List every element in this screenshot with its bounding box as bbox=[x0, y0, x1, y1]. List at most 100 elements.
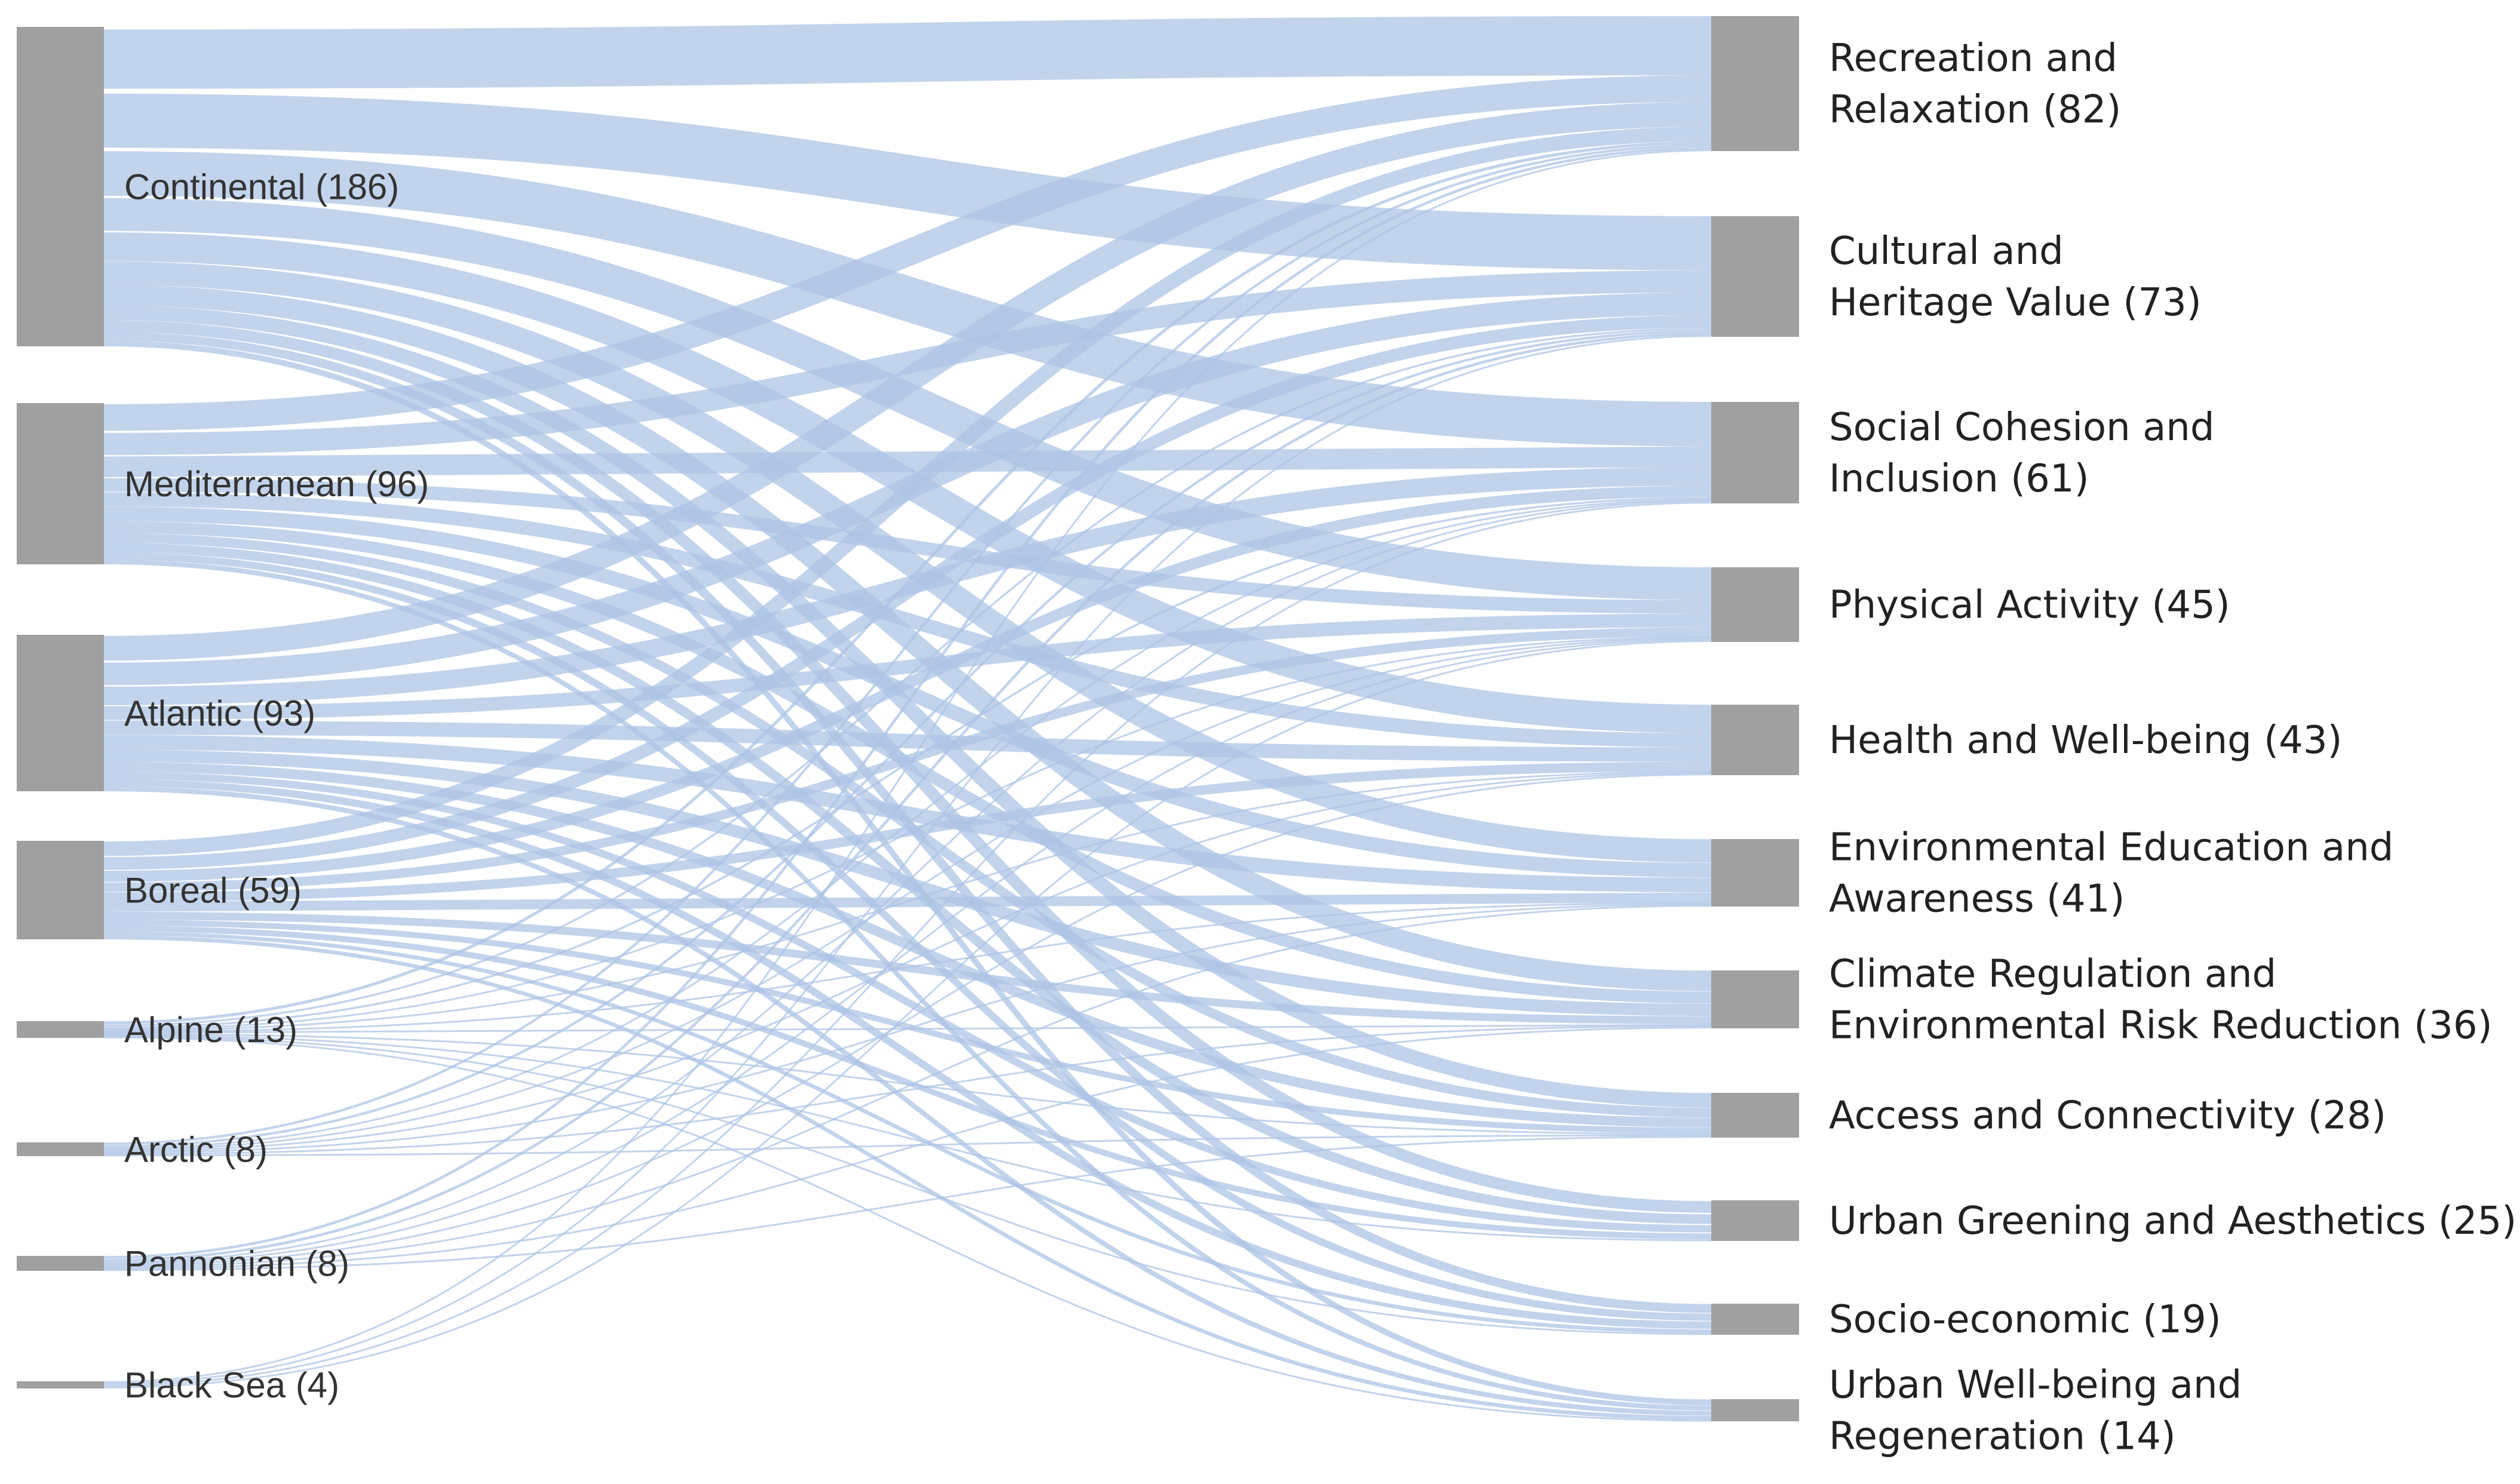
source-node-arctic bbox=[17, 1142, 104, 1156]
target-label-line: Urban Greening and Aesthetics (25) bbox=[1829, 1199, 2516, 1243]
link-continental-to-recreation bbox=[103, 16, 1712, 89]
link-mediterranean-to-access bbox=[103, 533, 1712, 1118]
source-node-mediterranean bbox=[17, 403, 104, 564]
target-label-access: Access and Connectivity (28) bbox=[1829, 1094, 2386, 1138]
target-node-recreation bbox=[1711, 16, 1799, 151]
link-alpine-to-greening bbox=[103, 1034, 1712, 1242]
target-label-line: Relaxation (82) bbox=[1829, 88, 2121, 132]
link-alpine-to-recreation bbox=[103, 141, 1712, 1025]
link-alpine-to-social bbox=[103, 497, 1712, 1029]
target-label-line: Environmental Education and bbox=[1829, 826, 2393, 870]
link-boreal-to-access bbox=[103, 920, 1712, 1134]
link-continental-to-social bbox=[103, 151, 1712, 447]
link-mediterranean-to-education bbox=[103, 506, 1712, 878]
source-node-boreal bbox=[17, 841, 104, 939]
source-label-continental: Continental (186) bbox=[124, 167, 399, 207]
link-boreal-to-health bbox=[103, 761, 1712, 902]
target-node-education bbox=[1711, 839, 1799, 907]
target-node-health bbox=[1711, 705, 1799, 775]
link-boreal-to-cultural bbox=[103, 315, 1712, 870]
source-node-black-sea bbox=[17, 1381, 104, 1388]
link-boreal-to-social bbox=[103, 486, 1712, 882]
target-label-cultural: Cultural and Heritage Value (73) bbox=[1829, 229, 2202, 325]
link-alpine-to-socio bbox=[103, 1035, 1712, 1335]
link-alpine-to-health bbox=[103, 770, 1712, 1032]
target-label-line: Heritage Value (73) bbox=[1829, 281, 2202, 325]
target-label-line: Cultural and bbox=[1829, 229, 2064, 274]
link-arctic-to-physical bbox=[103, 637, 1712, 1151]
target-label-physical: Physical Activity (45) bbox=[1829, 583, 2230, 628]
link-black-sea-to-social bbox=[103, 502, 1712, 1387]
target-label-line: Regeneration (14) bbox=[1829, 1415, 2176, 1459]
link-atlantic-to-socio bbox=[103, 779, 1712, 1329]
source-label-atlantic: Atlantic (93) bbox=[124, 693, 315, 733]
link-arctic-to-social bbox=[103, 499, 1712, 1150]
source-node-continental bbox=[17, 27, 104, 346]
target-label-social: Social Cohesion and Inclusion (61) bbox=[1829, 405, 2214, 501]
link-alpine-to-physical bbox=[103, 636, 1712, 1031]
link-pannonian-to-recreation bbox=[103, 146, 1712, 1259]
link-boreal-to-physical bbox=[103, 627, 1712, 892]
target-label-greening: Urban Greening and Aesthetics (25) bbox=[1829, 1199, 2516, 1243]
target-node-physical bbox=[1711, 567, 1799, 642]
target-node-socio bbox=[1711, 1304, 1799, 1335]
link-mediterranean-to-health bbox=[103, 492, 1712, 748]
source-label-alpine: Alpine (13) bbox=[124, 1010, 297, 1050]
link-continental-to-climate bbox=[103, 284, 1712, 991]
link-arctic-to-cultural bbox=[103, 330, 1712, 1148]
link-mediterranean-to-social bbox=[103, 446, 1712, 478]
link-black-sea-to-physical bbox=[103, 640, 1712, 1388]
target-label-line: Access and Connectivity (28) bbox=[1829, 1094, 2386, 1138]
target-label-line: Social Cohesion and bbox=[1829, 405, 2214, 450]
source-label-arctic: Arctic (8) bbox=[124, 1130, 268, 1170]
source-label-pannonian: Pannonian (8) bbox=[124, 1244, 349, 1284]
link-arctic-to-access bbox=[103, 1134, 1712, 1157]
source-label-black-sea: Black Sea (4) bbox=[124, 1365, 339, 1405]
link-pannonian-to-social bbox=[103, 500, 1712, 1264]
target-node-greening bbox=[1711, 1200, 1799, 1241]
target-label-line: Climate Regulation and bbox=[1829, 953, 2276, 997]
source-node-atlantic bbox=[17, 635, 104, 791]
target-label-line: Recreation and bbox=[1829, 36, 2117, 81]
link-alpine-to-access bbox=[103, 1033, 1712, 1135]
source-label-boreal: Boreal (59) bbox=[124, 871, 302, 911]
link-arctic-to-recreation bbox=[103, 144, 1712, 1145]
link-mediterranean-to-physical bbox=[103, 478, 1712, 614]
link-pannonian-to-education bbox=[103, 905, 1712, 1268]
link-continental-to-education bbox=[103, 261, 1712, 863]
link-pannonian-to-cultural bbox=[103, 332, 1712, 1262]
target-node-wellbeing bbox=[1711, 1399, 1799, 1421]
source-node-pannonian bbox=[17, 1256, 104, 1271]
link-boreal-to-socio bbox=[103, 931, 1712, 1334]
source-node-alpine bbox=[17, 1021, 104, 1038]
link-boreal-to-recreation bbox=[103, 126, 1712, 856]
link-alpine-to-education bbox=[103, 902, 1712, 1033]
flow-links bbox=[103, 16, 1712, 1422]
target-node-access bbox=[1711, 1093, 1799, 1138]
target-node-social bbox=[1711, 402, 1799, 503]
link-arctic-to-climate bbox=[103, 1025, 1712, 1156]
diagram-nodes bbox=[17, 16, 1799, 1421]
diagram-labels: Continental (186) Mediterranean (96) Atlan… bbox=[124, 36, 2516, 1459]
link-atlantic-to-physical bbox=[103, 613, 1712, 720]
target-label-line: Physical Activity (45) bbox=[1829, 583, 2230, 628]
link-atlantic-to-recreation bbox=[103, 102, 1712, 661]
link-boreal-to-wellbeing bbox=[103, 935, 1712, 1420]
link-pannonian-to-climate bbox=[103, 1027, 1712, 1270]
link-black-sea-to-cultural bbox=[103, 335, 1712, 1385]
link-arctic-to-education bbox=[103, 903, 1712, 1154]
link-mediterranean-to-recreation bbox=[103, 75, 1712, 431]
link-continental-to-cultural bbox=[103, 93, 1712, 271]
target-node-climate bbox=[1711, 970, 1799, 1028]
link-pannonian-to-health bbox=[103, 773, 1712, 1267]
target-label-climate: Climate Regulation and Environmental Risk… bbox=[1829, 953, 2493, 1048]
target-label-health: Health and Well-being (43) bbox=[1829, 718, 2343, 763]
target-label-education: Environmental Education and Awareness (41… bbox=[1829, 826, 2393, 921]
link-alpine-to-cultural bbox=[103, 327, 1712, 1027]
link-atlantic-to-health bbox=[103, 720, 1712, 762]
link-pannonian-to-access bbox=[103, 1136, 1712, 1271]
target-label-recreation: Recreation and Relaxation (82) bbox=[1829, 36, 2121, 132]
link-pannonian-to-physical bbox=[103, 638, 1712, 1265]
link-continental-to-access bbox=[103, 305, 1712, 1108]
